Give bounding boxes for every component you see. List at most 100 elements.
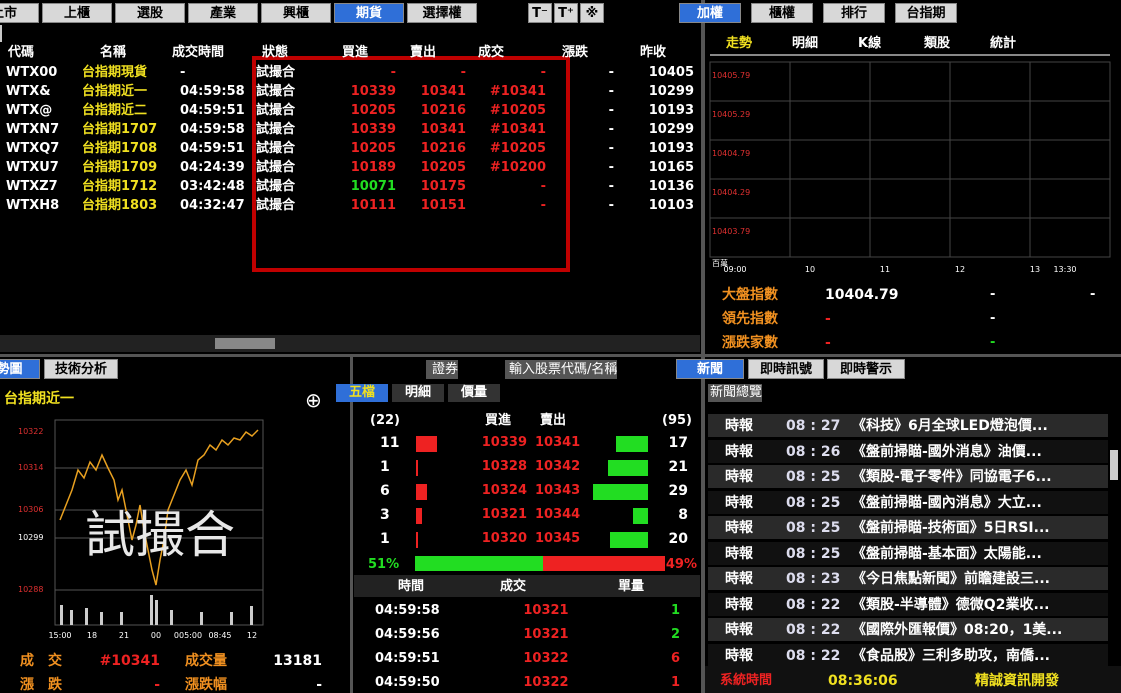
tab[interactable]: 即時訊號 <box>748 359 824 379</box>
trade-price: 10321 <box>523 603 569 618</box>
scroll-thumb[interactable] <box>215 338 275 349</box>
news-row <box>708 490 1108 514</box>
footer-value: #10341 <box>99 653 160 669</box>
news-headline[interactable]: 《盤前掃瞄-基本面》太陽能... <box>852 545 1042 562</box>
tab[interactable]: T⁺ <box>554 3 578 23</box>
news-headline[interactable]: 《類股-電子零件》同協電子6... <box>852 469 1052 485</box>
bid-volume: 1 <box>380 531 390 547</box>
watermark: 試撮合 <box>85 506 235 564</box>
add-button[interactable]: ⊕ <box>305 388 322 412</box>
x-tick-label: 12 <box>246 631 258 640</box>
news-headline[interactable]: 《盤前掃瞄-國外消息》油價... <box>852 443 1042 460</box>
index-grid <box>709 61 1111 258</box>
row-change: - <box>990 335 996 350</box>
news-time: 08 : 25 <box>786 494 841 511</box>
tab[interactable]: 技術分析 <box>44 359 118 379</box>
market-select[interactable]: 證券 <box>426 360 459 379</box>
cell: - <box>608 103 614 118</box>
cell: WTXH8 <box>6 198 60 213</box>
tab[interactable]: 五檔 <box>336 384 388 402</box>
tab[interactable]: 加權 <box>679 3 741 23</box>
cell: - <box>180 65 186 80</box>
cell: 04:24:39 <box>180 160 245 175</box>
tab[interactable]: 期貨 <box>334 3 404 23</box>
ask-price: 10342 <box>535 459 581 474</box>
x-tick-label: 18 <box>86 631 98 640</box>
scroll-thumb[interactable] <box>1110 450 1118 480</box>
cell: #10341 <box>489 84 546 99</box>
tab[interactable]: 興櫃 <box>261 3 331 23</box>
cell: 10405 <box>648 65 694 80</box>
price-line <box>59 429 259 586</box>
news-headline[interactable]: 《類股-半導體》德微Q2業收... <box>852 596 1050 613</box>
tab[interactable]: 即時警示 <box>827 359 905 379</box>
news-headline[interactable]: 《科技》6月全球LED燈泡價... <box>852 418 1048 434</box>
news-headline[interactable]: 《今日焦點新聞》前瞻建設三... <box>852 571 1050 587</box>
tab[interactable]: 選股 <box>115 3 185 23</box>
y-tick-label: 10404.79 <box>712 149 751 158</box>
trade-time: 04:59:56 <box>375 627 440 642</box>
search-input[interactable]: 輸入股票代碼/名稱 <box>505 360 618 379</box>
bid-price: 10339 <box>481 435 527 450</box>
column-header: 單量 <box>618 579 645 594</box>
tab[interactable]: 價量 <box>448 384 500 402</box>
ask-bar <box>610 532 648 548</box>
tab[interactable]: 櫃權 <box>751 3 813 23</box>
y-tick-label: 10405.79 <box>712 71 751 80</box>
news-headline[interactable]: 《國際外匯報價》08:20，1美... <box>852 622 1063 638</box>
bid-bar <box>416 436 437 452</box>
news-headline[interactable]: 《食品股》三利多助攻，南僑... <box>852 647 1050 664</box>
system-time: 08:36:06 <box>828 673 898 689</box>
cell: WTX@ <box>6 103 53 118</box>
x-tick-label: 00 <box>150 631 162 640</box>
unit-label: 百萬 <box>712 259 728 268</box>
news-source[interactable]: 時報 <box>725 571 753 587</box>
news-headline[interactable]: 《盤前掃瞄-國內消息》大立... <box>852 494 1042 511</box>
news-source[interactable]: 時報 <box>725 647 753 664</box>
sub-tab[interactable]: 類股 <box>924 36 951 51</box>
sub-tab[interactable]: 走勢 <box>726 36 753 51</box>
trade-price: 10322 <box>523 651 569 666</box>
x-tick-label: 11 <box>879 265 891 274</box>
tab[interactable]: T⁻ <box>528 3 552 23</box>
tab[interactable]: ※ <box>580 3 604 23</box>
tab[interactable]: 上櫃 <box>42 3 112 23</box>
column-header: 買進 <box>342 45 369 60</box>
news-source[interactable]: 時報 <box>725 469 753 485</box>
ask-header: 賣出 <box>540 413 567 428</box>
x-tick-label: 15:00 <box>48 631 72 640</box>
tab[interactable]: 排行 <box>823 3 885 23</box>
tab[interactable]: 明細 <box>392 384 444 402</box>
cell: 10339 <box>350 122 396 137</box>
news-source[interactable]: 時報 <box>725 494 753 511</box>
column-header: 狀態 <box>262 45 289 60</box>
tab[interactable]: 選擇權 <box>407 3 477 23</box>
underline <box>710 54 1110 56</box>
scrollbar[interactable] <box>0 335 700 352</box>
news-filter[interactable]: 新聞總覽 <box>708 384 763 402</box>
bid-ratio-label: 51% <box>368 557 400 572</box>
news-row <box>708 541 1108 565</box>
x-tick-label: 13 <box>1029 265 1041 274</box>
cell: - <box>608 198 614 213</box>
tab[interactable]: 產業 <box>188 3 258 23</box>
row-value: - <box>825 311 831 327</box>
news-headline[interactable]: 《盤前掃瞄-技術面》5日RSI... <box>852 520 1050 536</box>
sub-tab[interactable]: 明細 <box>792 36 819 51</box>
tab[interactable]: 走勢圖 <box>0 359 40 379</box>
news-source[interactable]: 時報 <box>725 418 753 434</box>
tab[interactable]: 台指期 <box>895 3 957 23</box>
footer-value: 13181 <box>273 653 322 669</box>
market-select[interactable]: 台股期貨 <box>0 25 2 42</box>
news-time: 08 : 25 <box>786 545 841 562</box>
news-source[interactable]: 時報 <box>725 545 753 562</box>
bid-volume: 6 <box>380 483 390 499</box>
news-source[interactable]: 時報 <box>725 443 753 460</box>
tab[interactable]: 上市 <box>0 3 39 23</box>
news-source[interactable]: 時報 <box>725 622 753 638</box>
news-source[interactable]: 時報 <box>725 520 753 536</box>
sub-tab[interactable]: K線 <box>858 36 882 51</box>
sub-tab[interactable]: 統計 <box>990 36 1017 51</box>
tab[interactable]: 新聞 <box>676 359 744 379</box>
news-source[interactable]: 時報 <box>725 596 753 613</box>
